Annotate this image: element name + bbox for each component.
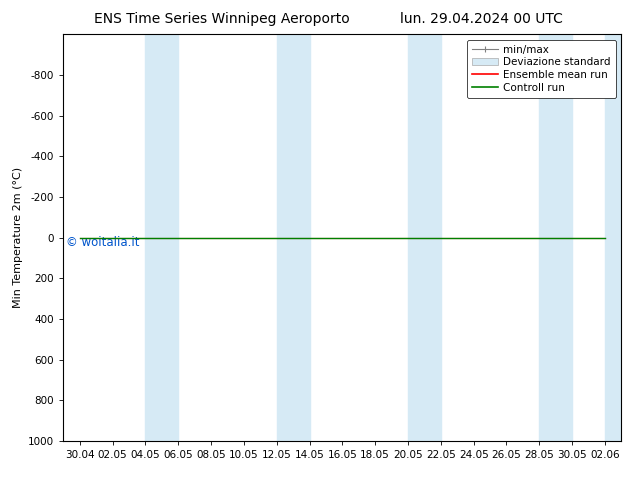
Bar (605, 34, 634, 441)
Bar (540, 34, 572, 441)
Bar (145, 34, 178, 441)
Text: © woitalia.it: © woitalia.it (66, 236, 139, 248)
Legend: min/max, Deviazione standard, Ensemble mean run, Controll run: min/max, Deviazione standard, Ensemble m… (467, 40, 616, 98)
Bar (408, 34, 441, 441)
Bar (276, 34, 309, 441)
Text: ENS Time Series Winnipeg Aeroporto: ENS Time Series Winnipeg Aeroporto (94, 12, 350, 26)
Text: lun. 29.04.2024 00 UTC: lun. 29.04.2024 00 UTC (401, 12, 563, 26)
Y-axis label: Min Temperature 2m (°C): Min Temperature 2m (°C) (13, 167, 23, 308)
